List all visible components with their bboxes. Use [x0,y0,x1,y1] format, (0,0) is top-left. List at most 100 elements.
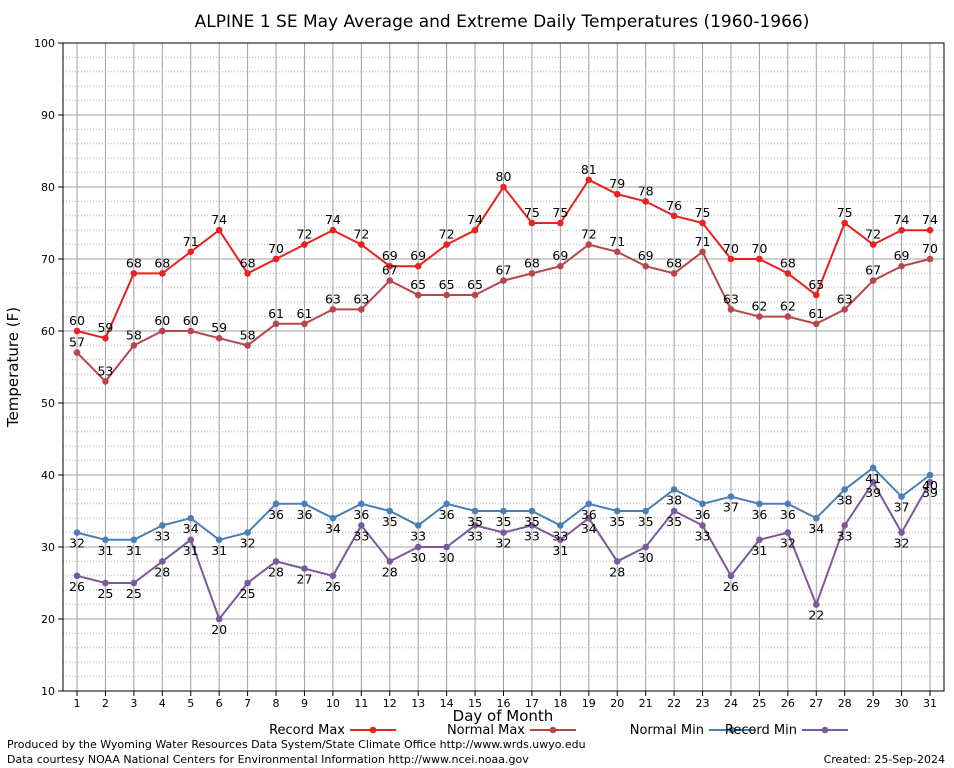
normal-min-data-label: 36 [268,507,284,522]
record-max-data-label: 81 [581,162,597,177]
normal-max-data-label: 63 [723,291,739,306]
normal-min-data-label: 33 [410,528,426,543]
record-min-data-label: 30 [439,550,455,565]
normal-max-data-label: 67 [496,263,512,278]
normal-max-point [926,255,934,263]
record-max-data-label: 70 [751,241,767,256]
normal-max-data-label: 58 [240,327,256,342]
record-max-data-label: 74 [325,212,341,227]
record-min-point [557,536,564,544]
record-max-data-label: 74 [211,212,227,227]
record-min-point [926,478,934,486]
y-tick-label: 10 [41,685,55,698]
normal-max-point [756,313,763,320]
normal-max-data-label: 63 [325,291,341,306]
x-tick-label: 30 [895,697,909,710]
x-tick-label: 29 [866,697,880,710]
normal-max-point [528,270,536,277]
record-min-point [73,572,81,580]
normal-max-data-label: 68 [524,255,540,270]
normal-min-data-label: 32 [240,536,256,551]
normal-min-data-label: 32 [69,536,85,551]
record-max-data-label: 74 [922,212,938,227]
normal-max-point [301,320,308,328]
record-min-point [699,522,706,529]
normal-max-point [358,306,365,313]
normal-min-point [557,522,564,529]
normal-max-data-label: 62 [780,299,796,314]
normal-max-data-label: 60 [183,313,199,328]
record-min-point [187,536,195,544]
normal-min-data-label: 37 [723,500,739,515]
record-max-point [670,212,678,220]
x-tick-label: 26 [781,697,795,710]
record-min-data-label: 35 [666,514,682,529]
y-tick-label: 70 [41,253,55,266]
normal-max-point [159,327,166,335]
record-min-data-label: 30 [638,550,654,565]
normal-min-point [386,507,394,515]
x-tick-label: 9 [301,697,308,710]
x-tick-label: 2 [102,697,109,710]
record-min-point [613,558,621,565]
normal-min-data-label: 36 [751,507,767,522]
record-max-point [414,262,422,270]
normal-min-data-label: 35 [524,514,540,529]
x-tick-label: 1 [74,697,81,710]
record-max-point [756,255,763,263]
record-min-data-label: 31 [183,543,199,558]
legend-label-normal-min: Normal Min [630,723,704,738]
footer-created-date: Created: 25-Sep-2024 [824,753,945,766]
normal-min-point [301,500,308,508]
normal-min-data-label: 36 [695,507,711,522]
record-max-data-label: 72 [439,227,455,242]
normal-max-point [670,270,678,277]
record-max-point [386,262,394,270]
x-axis-ticks: 1 2 3 4 5 6 7 8 9 10 11 12 13 14 15 16 17 18 19 20 21 22 23 24 2… [74,691,937,710]
record-max-point [841,219,848,227]
record-max-data-label: 72 [353,227,369,242]
record-max-point [301,241,308,248]
normal-min-data-label: 36 [439,507,455,522]
record-min-data-label: 39 [865,485,881,500]
normal-min-point [841,486,848,493]
record-max-data-label: 75 [837,205,853,220]
normal-min-point [812,514,820,522]
record-min-data-label: 31 [751,543,767,558]
record-min-point [642,543,649,551]
record-min-data-label: 33 [837,528,853,543]
x-tick-label: 8 [273,697,280,710]
legend-marker-normal-min [728,726,736,734]
normal-max-point [73,349,81,356]
normal-min-point [272,500,280,508]
record-max-data-label: 70 [723,241,739,256]
normal-min-data-label: 35 [496,514,512,529]
normal-max-point [812,320,820,328]
record-min-data-label: 25 [240,586,256,601]
normal-max-data-label: 69 [894,248,910,263]
normal-min-data-label: 35 [467,514,483,529]
record-min-data-label: 32 [894,536,910,551]
record-max-point [500,183,507,191]
record-min-point [471,522,479,529]
record-min-point [159,558,166,565]
legend-marker-record-max [369,726,377,734]
normal-max-point [386,277,394,284]
record-max-data-label: 79 [609,176,625,191]
normal-max-data-label: 58 [126,327,142,342]
y-tick-label: 30 [41,541,55,554]
normal-min-data-label: 33 [552,528,568,543]
normal-min-point [727,493,735,500]
normal-max-point [869,277,877,284]
record-max-data-label: 72 [865,227,881,242]
normal-min-point [585,500,593,508]
footer-produced-by: Produced by the Wyoming Water Resources … [7,738,586,751]
normal-min-data-label: 41 [865,471,881,486]
normal-max-point [557,262,564,270]
record-max-data-label: 74 [467,212,483,227]
record-min-data-label: 33 [467,528,483,543]
normal-min-point [926,471,934,479]
record-max-data-label: 60 [69,313,85,328]
normal-min-point [73,529,81,536]
